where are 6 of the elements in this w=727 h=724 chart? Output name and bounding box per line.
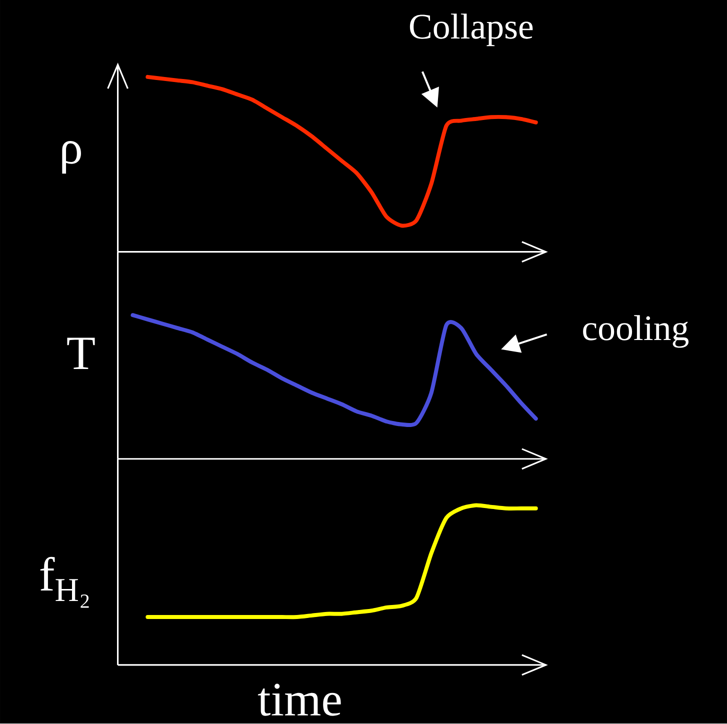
x-axis-title: time [258,684,341,716]
y-axis-title: T [67,338,95,370]
y-axis-title: ρ [62,141,81,174]
text: Collapse [410,14,533,46]
text: cooling [583,315,689,348]
y-axis-title: f$_{H₂}$ [40,556,89,608]
